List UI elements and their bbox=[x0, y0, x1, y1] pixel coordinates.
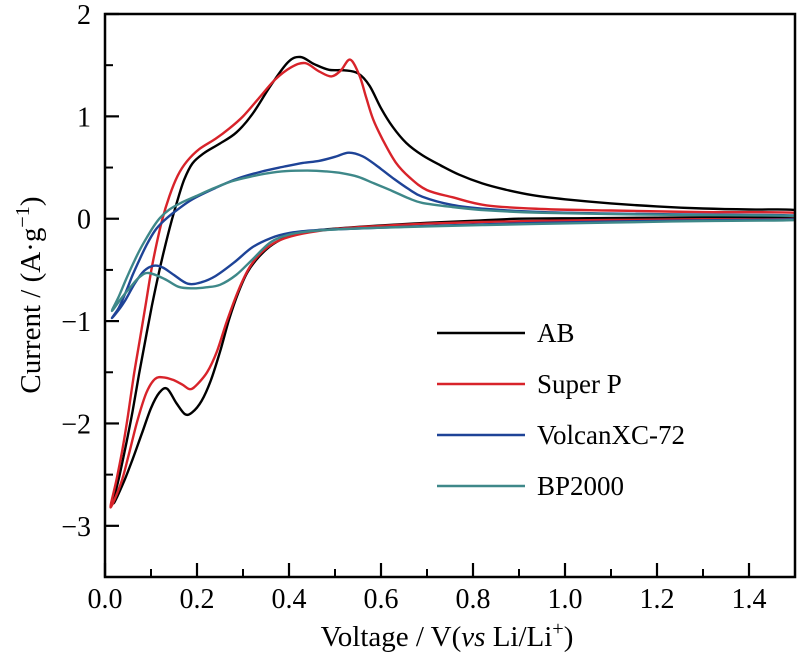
y-tick-label: 2 bbox=[77, 0, 91, 31]
y-axis-title: Current / (A·g−1​) bbox=[12, 196, 47, 393]
x-axis-group: 0.0 0.2 0.4 0.6 0.8 1.0 1.2 1.4 bbox=[88, 563, 767, 615]
y-tick-label: −2 bbox=[61, 409, 91, 440]
x-tick-label: 0.6 bbox=[364, 584, 399, 615]
legend-label: VolcanXC-72 bbox=[537, 420, 685, 450]
legend-item-Super-P: Super P bbox=[437, 369, 622, 399]
curve-Super-P bbox=[109, 58, 795, 509]
legend-item-VolcanXC-72: VolcanXC-72 bbox=[437, 420, 685, 450]
x-tick-label: 0.0 bbox=[88, 584, 123, 615]
x-tick-label: 1.2 bbox=[640, 584, 675, 615]
x-tick-label: 0.2 bbox=[180, 584, 215, 615]
y-axis-group: 2 1 0 −1 −2 −3 bbox=[61, 0, 119, 543]
y-tick-label: 1 bbox=[77, 102, 91, 133]
x-tick-label: 1.4 bbox=[732, 584, 767, 615]
x-tick-label: 0.8 bbox=[456, 584, 491, 615]
legend-label: Super P bbox=[537, 369, 622, 399]
x-axis-title: Voltage / V(vs Li/Li+​) bbox=[321, 618, 574, 653]
legend-label: BP2000 bbox=[537, 471, 624, 501]
legend-group: AB Super P VolcanXC-72 BP2000 bbox=[437, 318, 685, 501]
plot-frame-group bbox=[103, 12, 797, 579]
legend-item-AB: AB bbox=[437, 318, 575, 348]
y-tick-label: −1 bbox=[61, 307, 91, 338]
curve-AB bbox=[112, 55, 795, 505]
x-tick-label: 1.0 bbox=[548, 584, 583, 615]
legend-label: AB bbox=[537, 318, 575, 348]
curve-VolcanXC-72 bbox=[110, 151, 795, 320]
y-tick-label: 0 bbox=[77, 205, 91, 236]
curve-BP2000 bbox=[110, 169, 795, 313]
legend-item-BP2000: BP2000 bbox=[437, 471, 624, 501]
x-tick-label: 0.4 bbox=[272, 584, 307, 615]
curves-group bbox=[109, 55, 795, 509]
y-tick-label: −3 bbox=[61, 512, 91, 543]
axis-titles-group: Voltage / V(vs Li/Li+​) Current / (A·g−1​… bbox=[12, 196, 573, 653]
plot-frame bbox=[103, 12, 797, 579]
